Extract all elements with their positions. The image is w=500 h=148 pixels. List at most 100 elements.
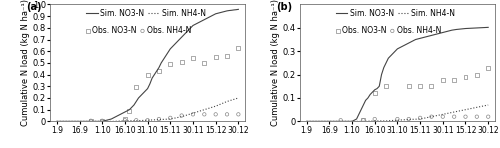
- Sim. NH4-N: [360, 120, 366, 122]
- Sim. NO3-N: [412, 39, 418, 40]
- Sim. NO3-N: [236, 8, 242, 10]
- Sim. NO3-N: [467, 27, 473, 29]
- Sim. NH4-N: [65, 120, 71, 122]
- Sim. NO3-N: [356, 114, 362, 115]
- Sim. NO3-N: [378, 74, 384, 75]
- Sim. NH4-N: [156, 119, 162, 120]
- Sim. NH4-N: [462, 109, 468, 111]
- Line: Sim. NO3-N: Sim. NO3-N: [57, 9, 238, 121]
- Obs. NO3-N: [155, 70, 163, 72]
- Sim. NO3-N: [54, 120, 60, 122]
- Sim. NO3-N: [444, 30, 450, 32]
- Legend: Obs. NO3-N, Obs. NH4-N: Obs. NO3-N, Obs. NH4-N: [333, 23, 444, 38]
- Sim. NO3-N: [381, 67, 387, 69]
- Obs. NH4-N: [462, 115, 469, 118]
- Obs. NO3-N: [416, 85, 424, 87]
- Line: Sim. NH4-N: Sim. NH4-N: [57, 98, 238, 121]
- Sim. NH4-N: [440, 114, 446, 115]
- Obs. NO3-N: [223, 55, 231, 57]
- Sim. NH4-N: [54, 120, 60, 122]
- Sim. NO3-N: [147, 83, 153, 85]
- Obs. NO3-N: [234, 46, 242, 49]
- Sim. NH4-N: [99, 120, 105, 122]
- Sim. NO3-N: [422, 36, 428, 38]
- Sim. NO3-N: [354, 118, 360, 120]
- Sim. NH4-N: [315, 120, 321, 122]
- Obs. NO3-N: [370, 92, 378, 94]
- Sim. NH4-N: [88, 120, 94, 122]
- Obs. NO3-N: [126, 110, 134, 112]
- Sim. NH4-N: [236, 97, 242, 99]
- Sim. NH4-N: [212, 105, 218, 107]
- Sim. NH4-N: [224, 101, 230, 102]
- Obs. NH4-N: [450, 115, 458, 118]
- Sim. NO3-N: [144, 88, 150, 90]
- Sim. NO3-N: [124, 110, 130, 112]
- Sim. NO3-N: [480, 27, 486, 28]
- Obs. NO3-N: [382, 85, 390, 87]
- Sim. NO3-N: [426, 35, 432, 37]
- Obs. NO3-N: [484, 66, 492, 69]
- Sim. NO3-N: [358, 109, 364, 111]
- Sim. NO3-N: [390, 53, 396, 54]
- Sim. NO3-N: [338, 120, 344, 122]
- Sim. NH4-N: [383, 120, 389, 122]
- Sim. NO3-N: [440, 32, 446, 33]
- Text: (b): (b): [276, 2, 292, 12]
- Sim. NO3-N: [315, 120, 321, 122]
- Sim. NO3-N: [374, 88, 380, 90]
- Sim. NO3-N: [367, 94, 373, 95]
- Obs. NH4-N: [223, 113, 231, 116]
- Obs. NH4-N: [439, 115, 447, 118]
- Obs. NO3-N: [212, 56, 220, 58]
- Sim. NO3-N: [417, 37, 423, 39]
- Sim. NH4-N: [474, 106, 480, 108]
- Obs. NH4-N: [144, 119, 152, 121]
- Obs. NO3-N: [132, 86, 140, 89]
- Obs. NO3-N: [98, 120, 106, 122]
- Obs. NH4-N: [370, 118, 378, 120]
- Legend: Obs. NO3-N, Obs. NH4-N: Obs. NO3-N, Obs. NH4-N: [83, 23, 194, 38]
- Sim. NH4-N: [133, 120, 139, 122]
- Obs. NH4-N: [428, 115, 436, 118]
- Sim. NH4-N: [202, 109, 207, 111]
- Obs. NH4-N: [132, 119, 140, 121]
- Sim. NO3-N: [136, 97, 141, 99]
- Obs. NH4-N: [416, 117, 424, 119]
- Obs. NH4-N: [87, 120, 95, 122]
- Sim. NH4-N: [451, 111, 457, 113]
- Text: (a): (a): [26, 2, 42, 12]
- Sim. NO3-N: [485, 26, 491, 28]
- Sim. NO3-N: [362, 99, 368, 101]
- Sim. NH4-N: [168, 118, 173, 120]
- Sim. NO3-N: [388, 55, 394, 57]
- Sim. NO3-N: [472, 27, 478, 29]
- Obs. NH4-N: [234, 113, 242, 116]
- Obs. NH4-N: [200, 113, 208, 116]
- Sim. NO3-N: [392, 50, 398, 52]
- Y-axis label: Cumulative N load (kg N ha⁻¹): Cumulative N load (kg N ha⁻¹): [21, 0, 30, 126]
- Obs. NH4-N: [405, 118, 413, 120]
- Sim. NH4-N: [304, 120, 310, 122]
- Obs. NO3-N: [473, 73, 481, 76]
- Sim. NO3-N: [304, 120, 310, 122]
- Obs. NH4-N: [189, 113, 197, 116]
- Sim. NH4-N: [485, 104, 491, 106]
- Sim. NO3-N: [476, 27, 482, 29]
- Obs. NH4-N: [473, 115, 481, 118]
- Sim. NH4-N: [76, 120, 82, 122]
- Line: Sim. NO3-N: Sim. NO3-N: [306, 27, 488, 121]
- Sim. NO3-N: [408, 41, 414, 43]
- Obs. NO3-N: [189, 57, 197, 59]
- Obs. NH4-N: [360, 119, 368, 121]
- Obs. NO3-N: [428, 85, 436, 87]
- Obs. NH4-N: [336, 119, 344, 121]
- Sim. NO3-N: [394, 48, 400, 50]
- Sim. NH4-N: [144, 119, 150, 121]
- Obs. NO3-N: [121, 118, 129, 120]
- Obs. NH4-N: [178, 114, 186, 117]
- Sim. NO3-N: [386, 57, 392, 59]
- Sim. NO3-N: [372, 89, 378, 91]
- Obs. NO3-N: [166, 63, 174, 65]
- Sim. NH4-N: [122, 120, 128, 122]
